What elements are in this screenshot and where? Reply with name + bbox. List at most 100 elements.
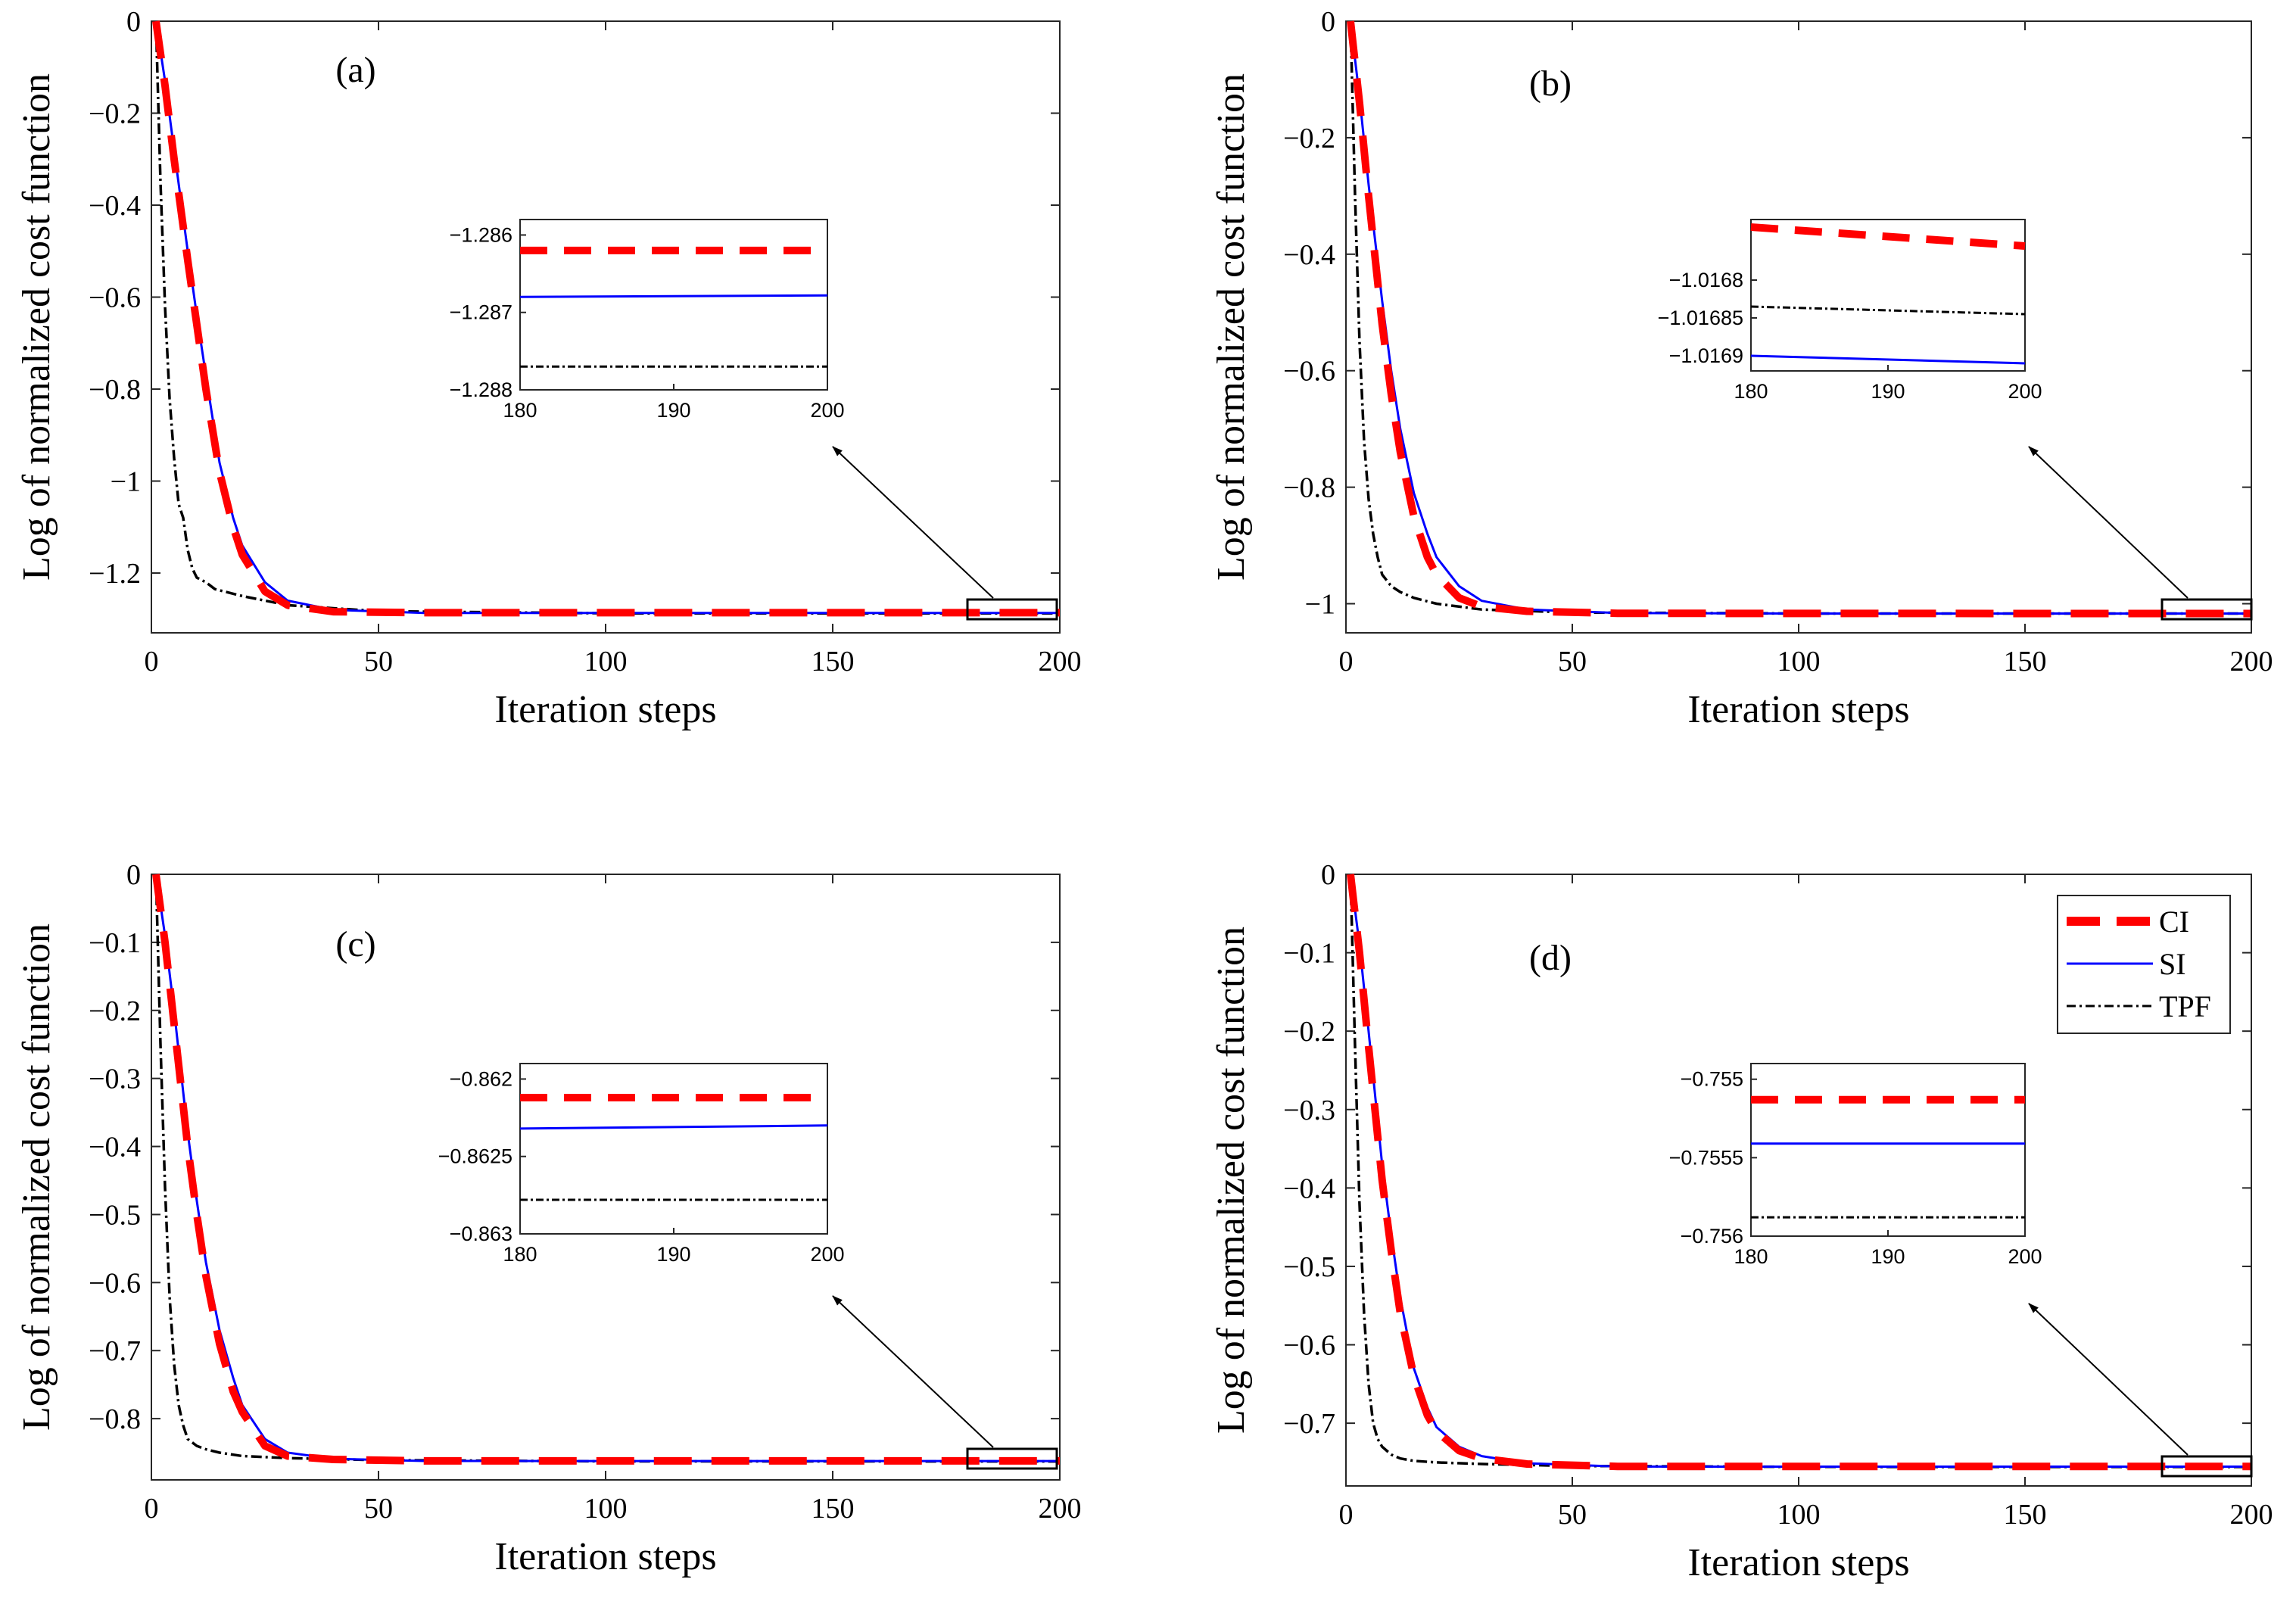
- x-tick-label: 150: [812, 1493, 855, 1525]
- zoom-arrow: [832, 446, 994, 599]
- y-tick-label: −0.6: [1283, 356, 1335, 388]
- y-tick-label: −0.6: [1283, 1330, 1335, 1362]
- y-axis-label: Log of normalized cost function: [15, 924, 58, 1431]
- x-tick-label: 0: [1339, 1499, 1354, 1531]
- legend-label-si: SI: [2159, 947, 2186, 981]
- x-tick-label: 150: [812, 646, 855, 677]
- inset-y-tick-label: −0.8625: [438, 1145, 512, 1168]
- zoom-arrow: [2028, 446, 2189, 599]
- y-tick-label: −1: [111, 466, 141, 498]
- y-tick-label: −0.4: [1283, 239, 1335, 271]
- y-tick-label: −0.4: [1283, 1173, 1335, 1204]
- inset-x-tick-label: 180: [503, 399, 537, 422]
- x-tick-label: 200: [1039, 646, 1082, 677]
- y-tick-label: −0.1: [1283, 938, 1335, 970]
- zoom-arrow: [832, 1295, 994, 1448]
- inset-y-tick-label: −0.7555: [1669, 1146, 1743, 1169]
- y-tick-label: −1: [1305, 589, 1335, 621]
- y-tick-label: −0.5: [1283, 1251, 1335, 1283]
- series-line-ci: [152, 874, 1060, 1465]
- legend-label-tpf: TPF: [2159, 989, 2211, 1023]
- y-tick-label: −0.6: [89, 282, 141, 314]
- panel-label: (c): [335, 924, 375, 964]
- inset-x-tick-label: 180: [503, 1243, 537, 1266]
- y-tick-label: −0.3: [1283, 1095, 1335, 1126]
- y-tick-label: −0.6: [89, 1267, 141, 1299]
- x-tick-label: 0: [1339, 646, 1354, 677]
- inset-x-tick-label: 200: [810, 1243, 844, 1266]
- legend: CI SI TPF: [2057, 895, 2231, 1034]
- inset-plot: 180 190 200 −1.286 −1.287 −1.288: [450, 219, 845, 422]
- inset-x-tick-label: 190: [1871, 380, 1905, 403]
- y-tick-label: −0.2: [1283, 123, 1335, 154]
- y-tick-label: −0.5: [89, 1199, 141, 1231]
- x-tick-label: 100: [1777, 646, 1821, 677]
- y-tick-label: −1.2: [89, 558, 141, 590]
- inset-x-tick-label: 200: [2008, 380, 2042, 403]
- y-tick-label: −0.3: [89, 1064, 141, 1095]
- y-tick-label: 0: [126, 6, 141, 38]
- y-tick-label: 0: [126, 859, 141, 891]
- y-tick-label: 0: [1321, 6, 1335, 38]
- inset-series-line-si: [1750, 354, 2026, 365]
- x-tick-label: 150: [2004, 646, 2047, 677]
- x-tick-label: 100: [584, 1493, 628, 1525]
- series-line-ci: [152, 20, 1060, 617]
- x-tick-label: 200: [2230, 646, 2273, 677]
- inset-y-tick-label: −0.756: [1681, 1225, 1743, 1247]
- inset-plot: 180 190 200 −0.755 −0.7555 −0.756: [1669, 1063, 2042, 1268]
- y-axis-label: Log of normalized cost function: [15, 73, 58, 581]
- zoom-region-box: [966, 598, 1058, 621]
- legend-label-ci: CI: [2159, 905, 2189, 939]
- x-axis-label: Iteration steps: [1687, 1541, 1909, 1584]
- y-tick-label: −0.2: [89, 995, 141, 1027]
- x-tick-label: 150: [2004, 1499, 2047, 1531]
- y-tick-label: −0.1: [89, 927, 141, 959]
- inset-series-line-tpf: [1750, 305, 2026, 316]
- y-tick-label: −0.2: [89, 98, 141, 130]
- x-tick-label: 50: [364, 646, 393, 677]
- inset-frame: [519, 1063, 828, 1235]
- inset-x-tick-label: 190: [1871, 1245, 1905, 1268]
- x-tick-label: 50: [1558, 1499, 1587, 1531]
- inset-y-tick-label: −1.288: [450, 378, 512, 401]
- y-tick-label: −0.7: [1283, 1408, 1335, 1440]
- inset-y-tick-label: −1.01685: [1658, 307, 1743, 329]
- inset-y-tick-label: −0.863: [450, 1223, 512, 1245]
- y-tick-label: −0.7: [89, 1335, 141, 1367]
- x-tick-label: 200: [2230, 1499, 2273, 1531]
- panel-4: 0 50 100 150 200 0 −0.1 −0.2 −0.3 −0.4 −0.5 −0.6 −0.…: [1210, 859, 2273, 1584]
- inset-series-line-ci: [1750, 223, 2026, 250]
- inset-y-tick-label: −1.0169: [1669, 344, 1743, 367]
- series-line-ci: [1347, 874, 2251, 1471]
- inset-plot: 180 190 200 −0.862 −0.8625 −0.863: [438, 1063, 845, 1266]
- y-tick-label: −0.4: [89, 1132, 141, 1163]
- inset-x-tick-label: 190: [656, 399, 690, 422]
- x-axis-label: Iteration steps: [1687, 688, 1909, 731]
- panel-1: 0 50 100 150 200 0 −0.2 −0.4 −0.6 −0.8 −1 −1.2 Itera…: [15, 6, 1082, 731]
- x-tick-label: 50: [364, 1493, 393, 1525]
- y-tick-label: −0.2: [1283, 1016, 1335, 1048]
- inset-series-line-si: [519, 1124, 828, 1130]
- inset-x-tick-label: 180: [1734, 380, 1768, 403]
- y-axis-label: Log of normalized cost function: [1210, 927, 1253, 1434]
- x-tick-label: 200: [1039, 1493, 1082, 1525]
- inset-x-tick-label: 190: [656, 1243, 690, 1266]
- y-axis-label: Log of normalized cost function: [1210, 73, 1253, 581]
- panel-label: (a): [335, 50, 375, 90]
- inset-x-tick-label: 200: [810, 399, 844, 422]
- inset-y-tick-label: −1.287: [450, 301, 512, 324]
- panel-3: 0 50 100 150 200 0 −0.1 −0.2 −0.3 −0.4 −0.5 −0.6 −0.…: [15, 859, 1082, 1578]
- x-tick-label: 100: [584, 646, 628, 677]
- inset-plot: 180 190 200 −1.0168 −1.01685 −1.0169: [1658, 219, 2042, 403]
- y-tick-label: 0: [1321, 859, 1335, 891]
- x-axis-label: Iteration steps: [494, 1535, 716, 1578]
- y-tick-label: −0.8: [89, 374, 141, 406]
- inset-y-tick-label: −0.862: [450, 1067, 512, 1090]
- y-tick-label: −0.8: [89, 1403, 141, 1435]
- inset-y-tick-label: −1.0168: [1669, 269, 1743, 291]
- inset-y-tick-label: −0.755: [1681, 1068, 1743, 1091]
- x-tick-label: 100: [1777, 1499, 1821, 1531]
- inset-frame: [1750, 1063, 2026, 1237]
